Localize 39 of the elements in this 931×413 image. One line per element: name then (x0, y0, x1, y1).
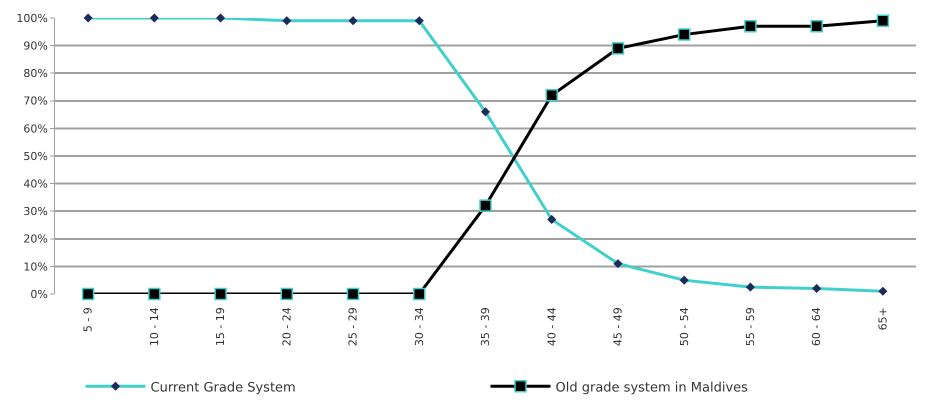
y-tick-label: 90% (23, 39, 48, 52)
x-tick-label: 35 - 39 (479, 307, 492, 346)
x-tick-label: 60 - 64 (810, 307, 824, 346)
y-tick-label: 30% (23, 205, 48, 218)
y-tick-label: 60% (23, 122, 48, 136)
legend-label: Current Grade System (150, 380, 296, 396)
y-tick-label: 20% (23, 232, 48, 246)
point (612, 42, 624, 55)
x-tick-label: 5 - 9 (82, 307, 95, 332)
point (744, 20, 757, 33)
legend-label: Old grade system in Maldives (556, 380, 748, 396)
y-tick-label: 100% (16, 12, 48, 25)
point (545, 89, 558, 102)
y-tick-label: 80% (23, 67, 48, 80)
x-tick-label: 40 - 44 (545, 307, 558, 346)
x-tick-label: 50 - 54 (678, 307, 691, 346)
x-tick-label: 55 - 59 (744, 307, 757, 346)
x-tick-label: 10 - 14 (148, 307, 161, 346)
y-tick-label: 40% (23, 177, 48, 190)
point (82, 288, 94, 300)
point (810, 20, 823, 33)
y-tick-label: 70% (23, 94, 48, 108)
y-tick-label: 10% (23, 260, 48, 274)
point (413, 288, 426, 300)
point (346, 288, 360, 300)
x-tick-label: 45 - 49 (612, 307, 625, 346)
x-tick-label: 15 - 19 (214, 307, 228, 346)
point (148, 288, 161, 300)
point (479, 199, 492, 212)
x-tick-label: 20 - 24 (280, 307, 294, 346)
x-tick-label: 30 - 34 (412, 307, 426, 346)
y-tick-label: 0% (30, 288, 48, 301)
point (876, 14, 890, 28)
point (214, 288, 227, 300)
point (678, 28, 690, 41)
x-tick-label: 65+ (876, 307, 890, 330)
x-tick-label: 25 - 29 (346, 307, 360, 346)
y-tick-label: 50% (23, 150, 48, 163)
point (280, 288, 294, 300)
